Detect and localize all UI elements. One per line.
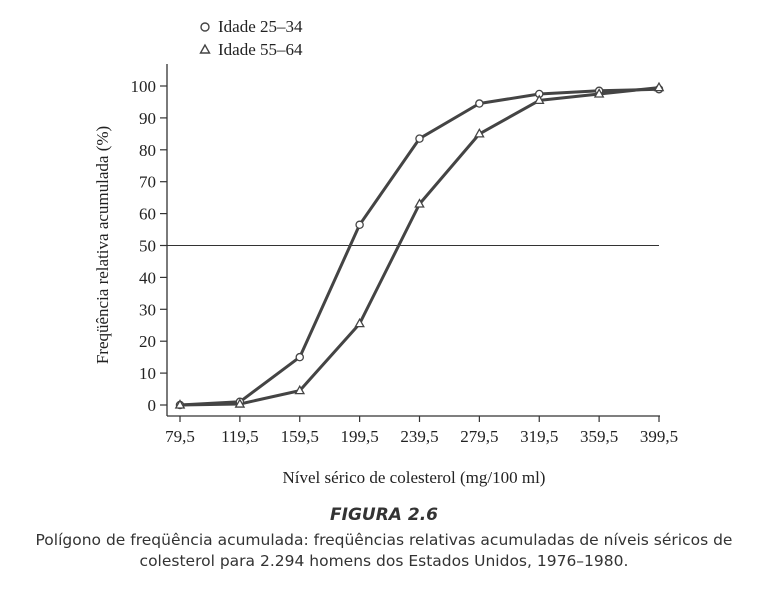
data-point-triangle — [414, 198, 425, 208]
data-point-triangle — [533, 94, 545, 105]
legend-circle-marker — [200, 22, 210, 32]
y-tick-label: 90 — [139, 109, 156, 128]
x-axis-ticks: 79,5 119,5 159,5 199,5 239,5 279,5 319,5 359,5 3… — [165, 416, 678, 446]
data-point-circle — [475, 99, 484, 108]
y-tick-label: 50 — [139, 237, 156, 256]
y-tick-label: 80 — [139, 141, 156, 160]
x-tick-label: 399,5 — [640, 427, 678, 446]
data-point-triangle — [354, 317, 365, 328]
x-tick-label: 79,5 — [165, 427, 195, 446]
x-tick-label: 159,5 — [281, 427, 319, 446]
y-tick-label: 30 — [139, 300, 156, 319]
x-tick-label: 119,5 — [221, 427, 259, 446]
x-tick-label: 319,5 — [520, 427, 558, 446]
data-point-triangle — [174, 399, 186, 409]
data-point-triangle — [294, 384, 306, 395]
y-tick-label: 0 — [148, 396, 157, 415]
data-point-circle — [415, 134, 424, 143]
data-point-triangle — [474, 128, 485, 138]
x-tick-label: 279,5 — [460, 427, 498, 446]
legend-label-series-2: Idade 55–64 — [218, 40, 303, 59]
data-point-triangle — [653, 81, 665, 92]
data-point-circle — [355, 220, 364, 230]
legend-label-series-1: Idade 25–34 — [218, 17, 303, 36]
data-point-triangle — [593, 88, 605, 98]
y-axis-ticks: 0 10 20 30 40 50 60 70 80 90 100 — [131, 77, 167, 415]
data-point-triangle — [234, 398, 246, 408]
x-tick-label: 239,5 — [400, 427, 438, 446]
x-tick-label: 199,5 — [341, 427, 379, 446]
y-tick-label: 70 — [139, 173, 156, 192]
figure-caption: Polígono de freqüência acumulada: freqüê… — [35, 531, 733, 570]
y-tick-label: 20 — [139, 332, 156, 351]
y-tick-label: 10 — [139, 364, 156, 383]
y-tick-label: 100 — [131, 77, 157, 96]
legend-triangle-marker — [199, 43, 211, 54]
series-markers — [174, 81, 665, 410]
y-tick-label: 40 — [139, 268, 156, 287]
y-axis-title: Freqüência relativa acumulada (%) — [93, 126, 112, 364]
cumulative-frequency-chart: Idade 25–34 Idade 55–64 0 10 20 30 40 50 60 70 8… — [93, 17, 678, 487]
y-tick-label: 60 — [139, 205, 156, 224]
x-axis-title: Nível sérico de colesterol (mg/100 ml) — [283, 468, 546, 487]
legend: Idade 25–34 Idade 55–64 — [199, 17, 303, 59]
figure-label: FIGURA 2.6 — [330, 505, 438, 525]
data-point-circle — [295, 352, 304, 362]
x-tick-label: 359,5 — [580, 427, 618, 446]
